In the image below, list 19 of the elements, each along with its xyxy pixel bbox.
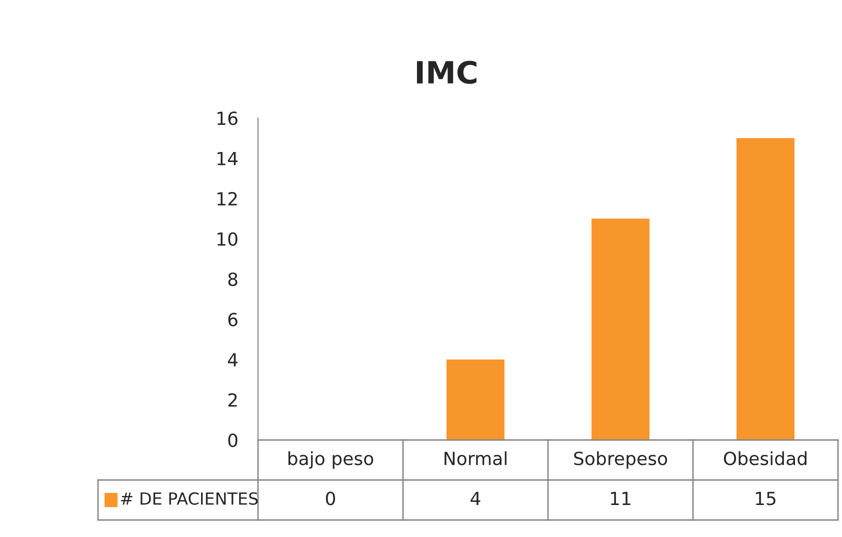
chart-title: IMC (416, 60, 476, 84)
y-tick-label: 12 (218, 192, 237, 206)
y-tick-label: 8 (228, 272, 238, 286)
data-label: 0 (326, 492, 336, 506)
y-tick-label: 6 (228, 312, 238, 326)
y-tick-label: 0 (228, 433, 238, 448)
y-tick-label: 10 (218, 232, 238, 246)
x-tick-label: Normal (444, 451, 506, 466)
data-label: 15 (756, 492, 776, 506)
x-tick-label: bajo peso (288, 451, 374, 469)
x-tick-label: Sobrepeso (574, 451, 668, 469)
y-tick-label: 16 (218, 111, 238, 126)
data-label: 4 (470, 492, 480, 505)
data-label: 11 (610, 492, 630, 505)
x-tick-label: Obesidad (724, 451, 806, 466)
y-tick-label: 2 (228, 393, 237, 407)
legend-label: # DE PACIENTES (121, 492, 258, 505)
y-tick-label: 14 (218, 152, 238, 166)
y-tick-label: 4 (228, 353, 238, 366)
